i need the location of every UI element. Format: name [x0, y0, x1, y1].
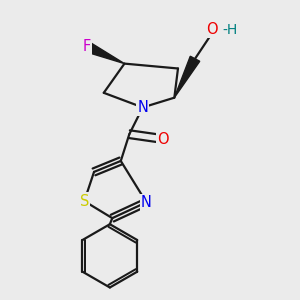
Polygon shape	[85, 42, 124, 64]
Text: N: N	[141, 195, 152, 210]
Text: O: O	[158, 131, 169, 146]
Text: O: O	[206, 22, 218, 37]
Text: -H: -H	[222, 22, 237, 37]
Text: S: S	[80, 194, 89, 208]
Text: N: N	[137, 100, 148, 115]
Text: F: F	[82, 39, 91, 54]
Polygon shape	[174, 56, 200, 98]
